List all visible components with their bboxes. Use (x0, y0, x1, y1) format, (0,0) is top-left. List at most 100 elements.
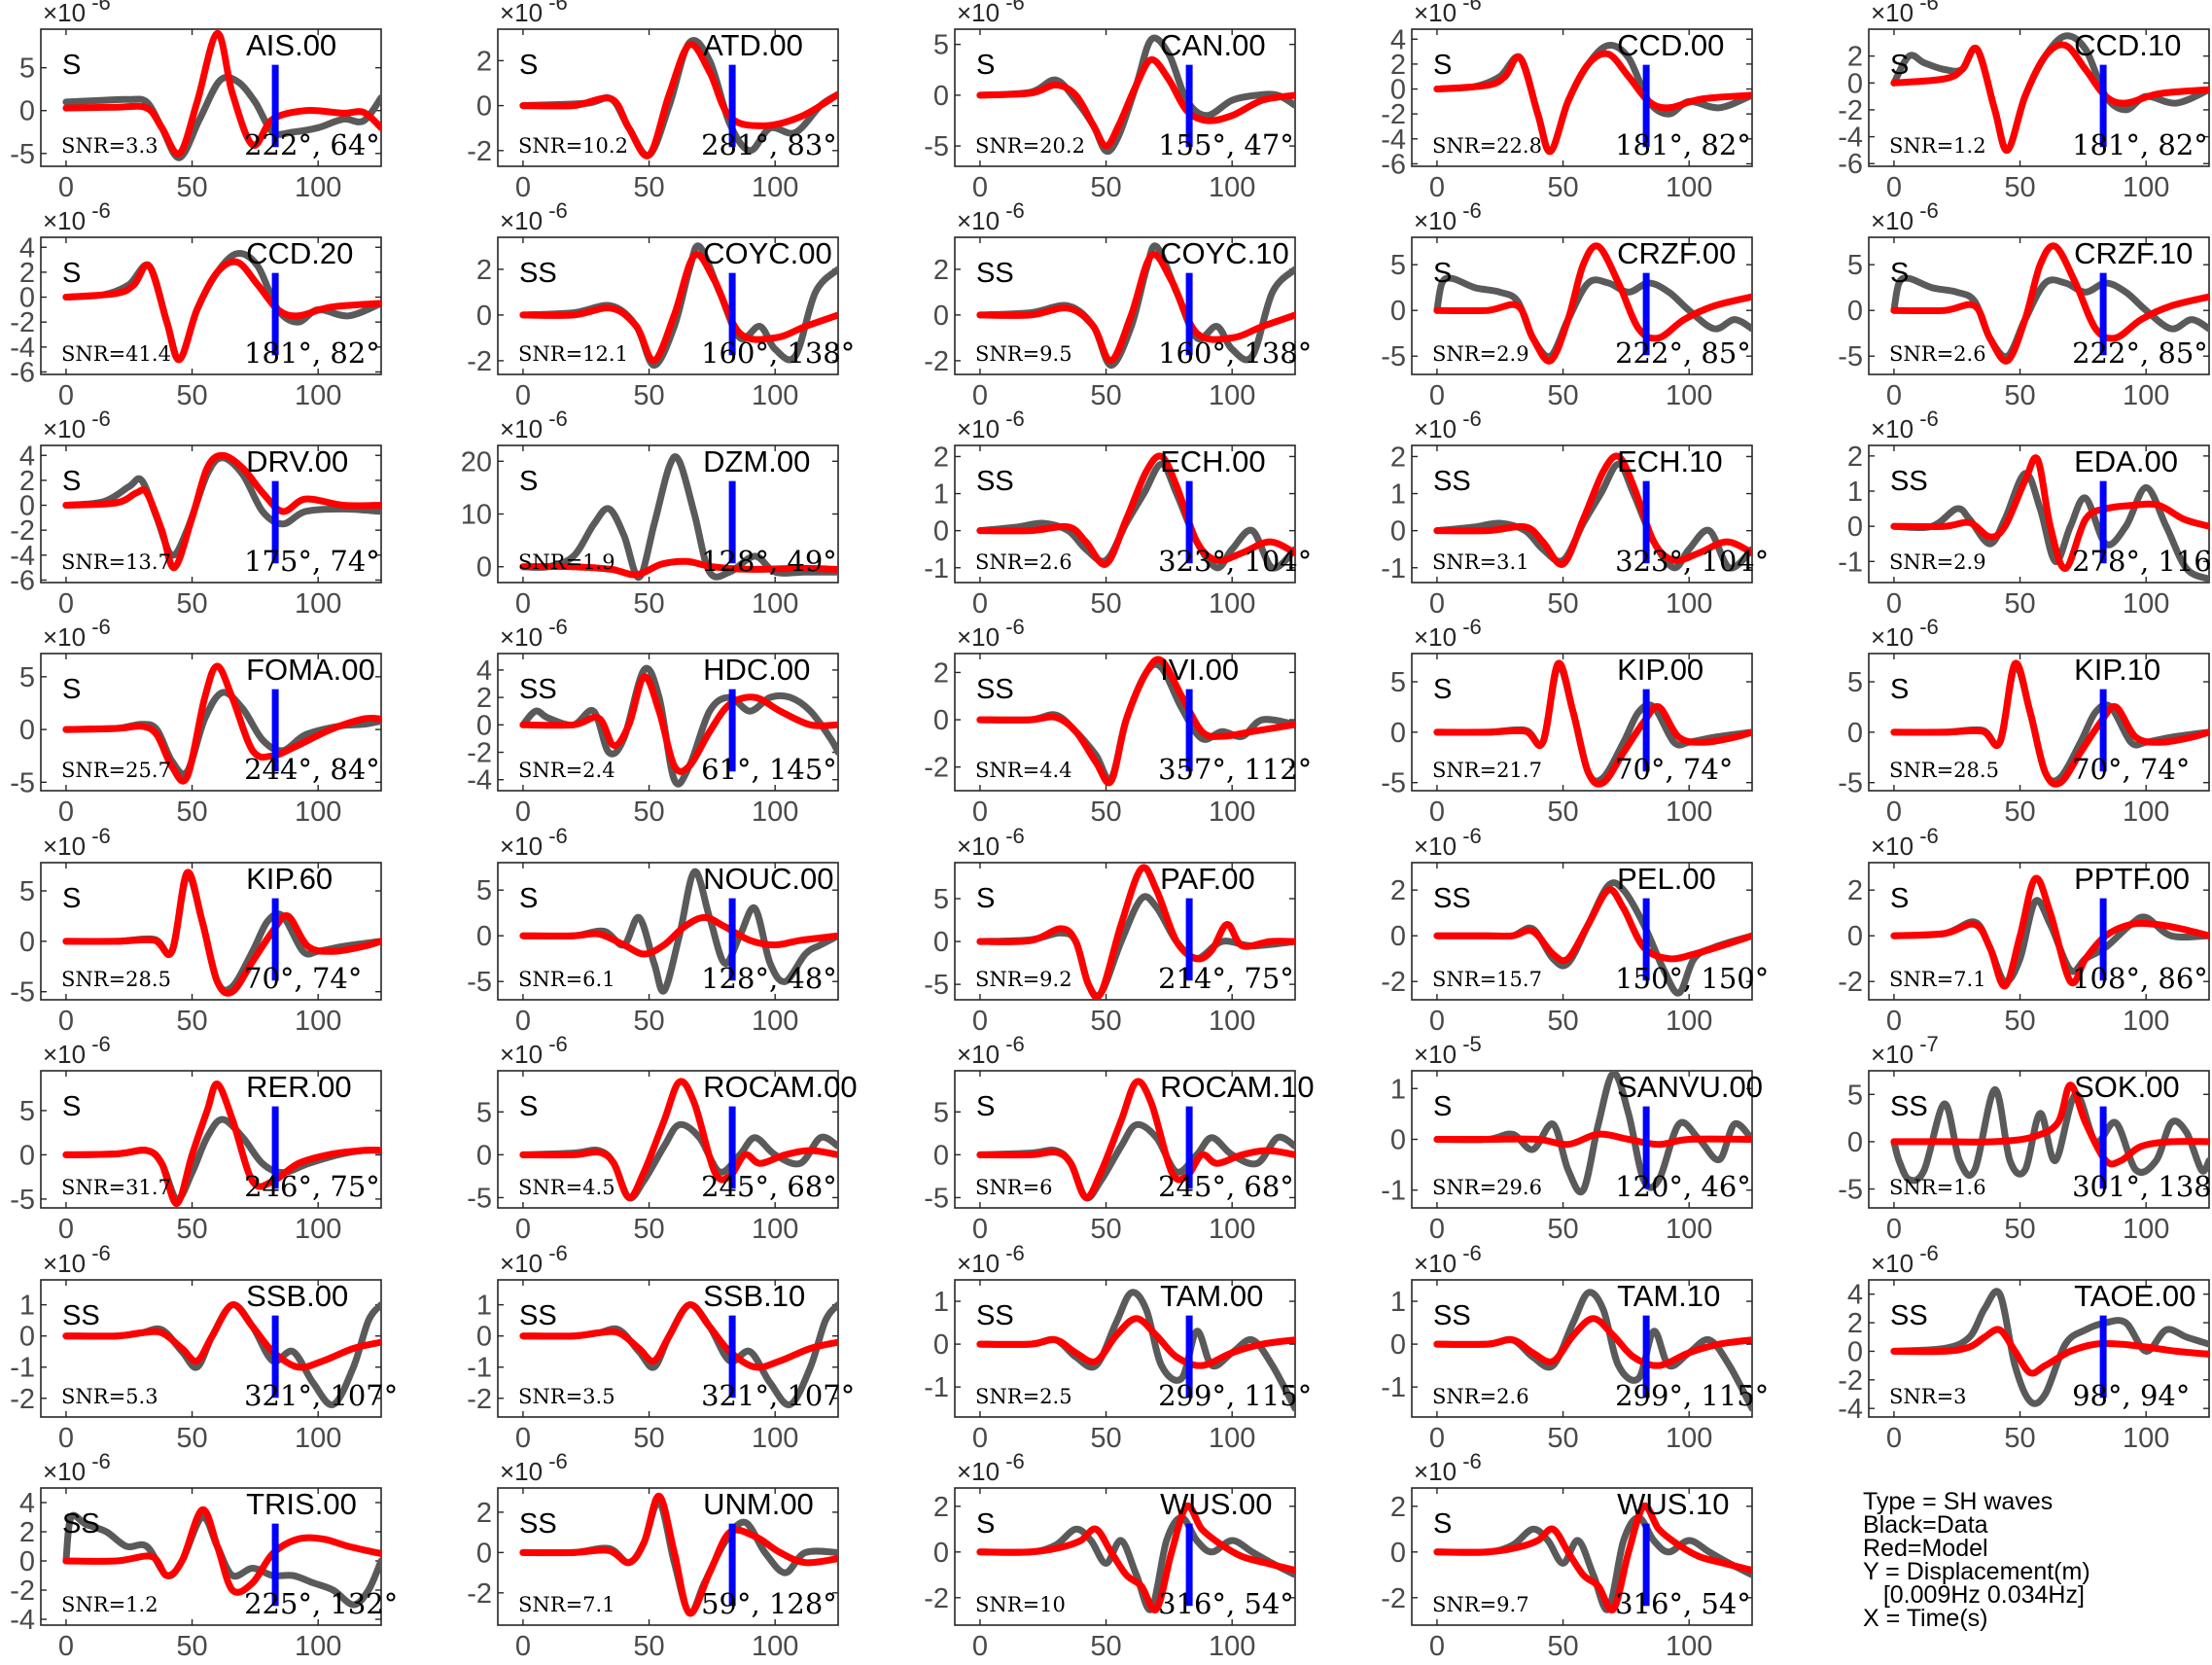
phase-label: S (519, 883, 538, 914)
x-tick-label: 50 (1547, 172, 1578, 203)
legend-line-y: Y = Displacement(m) (1863, 1558, 2090, 1585)
snr-label: SNR=13.7 (61, 550, 171, 574)
panel-tam-10: 0 50 100 -1 0 1 ×10 -6 SS TAM.10 SNR=2.6 299°, 115… (1381, 1241, 1769, 1454)
phase-label: SS (976, 466, 1014, 497)
axes-box (954, 1487, 1296, 1626)
exponent-power: -6 (1457, 1241, 1482, 1265)
y-tick-label: 2 (1390, 875, 1406, 906)
azimuth-distance-label: 128°, 49° (701, 545, 837, 578)
axes-box (40, 862, 382, 1001)
panel-pel-00: 0 50 100 -2 0 2 ×10 -6 SS PEL.00 SNR=15.7 150°, 15… (1381, 824, 1769, 1037)
y-tick-label: 4 (1847, 1280, 1863, 1311)
y-tick-label: 0 (933, 705, 949, 736)
exponent-label: ×10 -6 (1414, 615, 1482, 652)
phase-label: S (976, 883, 995, 914)
snr-label: SNR=29.6 (1432, 1176, 1542, 1199)
panel-rocam-00: 0 50 100 -5 0 5 ×10 -6 S ROCAM.00 SNR=4.5 245°, 68… (467, 1032, 857, 1245)
axes-box (497, 1279, 839, 1418)
x-tick-label: 0 (1429, 1423, 1445, 1454)
exponent-label: ×10 -6 (957, 824, 1025, 861)
x-tick-label: 100 (295, 588, 341, 620)
y-tick-label: -2 (924, 1583, 949, 1614)
x-tick-label: 50 (176, 797, 207, 828)
exponent-power: -6 (1000, 198, 1025, 223)
model-waveform (976, 251, 1295, 365)
snr-label: SNR=10 (975, 1593, 1066, 1616)
station-label: IVI.00 (1160, 653, 1239, 687)
y-tick-label: 2 (476, 255, 492, 286)
snr-label: SNR=25.7 (61, 759, 171, 782)
panel-sok-00: 0 50 100 -5 0 5 ×10 -7 SS SOK.00 SNR=1.6 301°, 138… (1838, 1032, 2212, 1245)
model-waveform (976, 55, 1295, 150)
azimuth-distance-label: 155°, 47° (1158, 128, 1294, 161)
x-tick-label: 50 (633, 1631, 664, 1662)
x-tick-label: 0 (58, 588, 74, 620)
phase-label: S (1433, 1508, 1452, 1540)
y-tick-label: 2 (933, 442, 949, 473)
y-tick-label: -6 (10, 565, 35, 596)
phase-label: SS (519, 1300, 557, 1331)
azimuth-distance-label: 299°, 115° (1615, 1379, 1769, 1412)
station-label: KIP.10 (2074, 653, 2160, 687)
y-tick-label: -2 (924, 346, 949, 377)
panel-sanvu-00: 0 50 100 -1 0 1 ×10 -5 S SANVU.00 SNR=29.6 120°, 4… (1381, 1032, 1763, 1245)
exponent-power: -6 (1457, 0, 1482, 15)
exponent-power: -6 (543, 407, 568, 431)
y-tick-label: 0 (1390, 75, 1406, 106)
axes-box (1411, 1487, 1753, 1626)
exponent-power: -5 (1457, 1032, 1482, 1056)
x-tick-label: 100 (2123, 1006, 2169, 1037)
exponent-label: ×10 -6 (500, 1449, 568, 1486)
phase-label: S (62, 1091, 81, 1122)
model-waveform (1433, 1502, 1752, 1613)
x-tick-label: 0 (515, 380, 531, 411)
exponent-power: -6 (86, 824, 111, 848)
x-tick-label: 0 (1429, 172, 1445, 203)
phase-label: S (976, 50, 995, 81)
y-tick-label: 0 (1390, 1125, 1406, 1156)
waveforms (1890, 1081, 2209, 1185)
azimuth-distance-label: 214°, 75° (1158, 962, 1294, 995)
azimuth-distance-label: 70°, 74° (1615, 753, 1733, 786)
y-tick-label: -5 (924, 970, 949, 1001)
y-tick-label: -2 (10, 515, 35, 547)
y-tick-label: 2 (1847, 1308, 1863, 1339)
y-tick-label: 4 (19, 441, 35, 472)
x-tick-label: 100 (1209, 172, 1255, 203)
waveforms (1433, 1289, 1752, 1412)
axes-box (1411, 653, 1753, 792)
exponent-label: ×10 -6 (957, 198, 1025, 235)
y-tick-label: -2 (1381, 967, 1406, 998)
waveforms (519, 1492, 838, 1617)
y-tick-label: 0 (19, 283, 35, 314)
panel-rocam-10: 0 50 100 -5 0 5 ×10 -6 S ROCAM.10 SNR=6 245°, 68° (924, 1032, 1314, 1245)
snr-label: SNR=3.1 (1432, 550, 1529, 574)
phase-label: SS (519, 1508, 557, 1540)
snr-label: SNR=20.2 (975, 134, 1085, 158)
model-waveform (62, 662, 381, 785)
snr-label: SNR=6.1 (518, 968, 615, 991)
y-tick-label: 0 (19, 491, 35, 522)
x-tick-label: 100 (1209, 797, 1255, 828)
station-label: SSB.00 (246, 1279, 348, 1313)
exponent-power: -6 (1457, 198, 1482, 223)
y-tick-label: 0 (476, 301, 492, 332)
exponent-power: -6 (1000, 407, 1025, 431)
y-tick-label: 0 (476, 710, 492, 741)
model-waveform (976, 1315, 1295, 1369)
x-tick-label: 50 (2004, 1214, 2035, 1245)
y-tick-label: 2 (19, 258, 35, 289)
waveforms (62, 451, 381, 572)
x-tick-label: 100 (752, 1006, 798, 1037)
phase-label: SS (976, 1300, 1014, 1331)
exponent-label: ×10 -6 (43, 824, 111, 861)
legend-line-black: Black=Data (1863, 1511, 1988, 1539)
y-tick-label: -1 (924, 553, 949, 585)
exponent-power: -6 (543, 1241, 568, 1265)
exponent-power: -6 (1457, 824, 1482, 848)
phase-label: S (1433, 50, 1452, 81)
model-waveform (1890, 454, 2209, 572)
x-tick-label: 50 (176, 1006, 207, 1037)
y-tick-label: 0 (476, 91, 492, 123)
